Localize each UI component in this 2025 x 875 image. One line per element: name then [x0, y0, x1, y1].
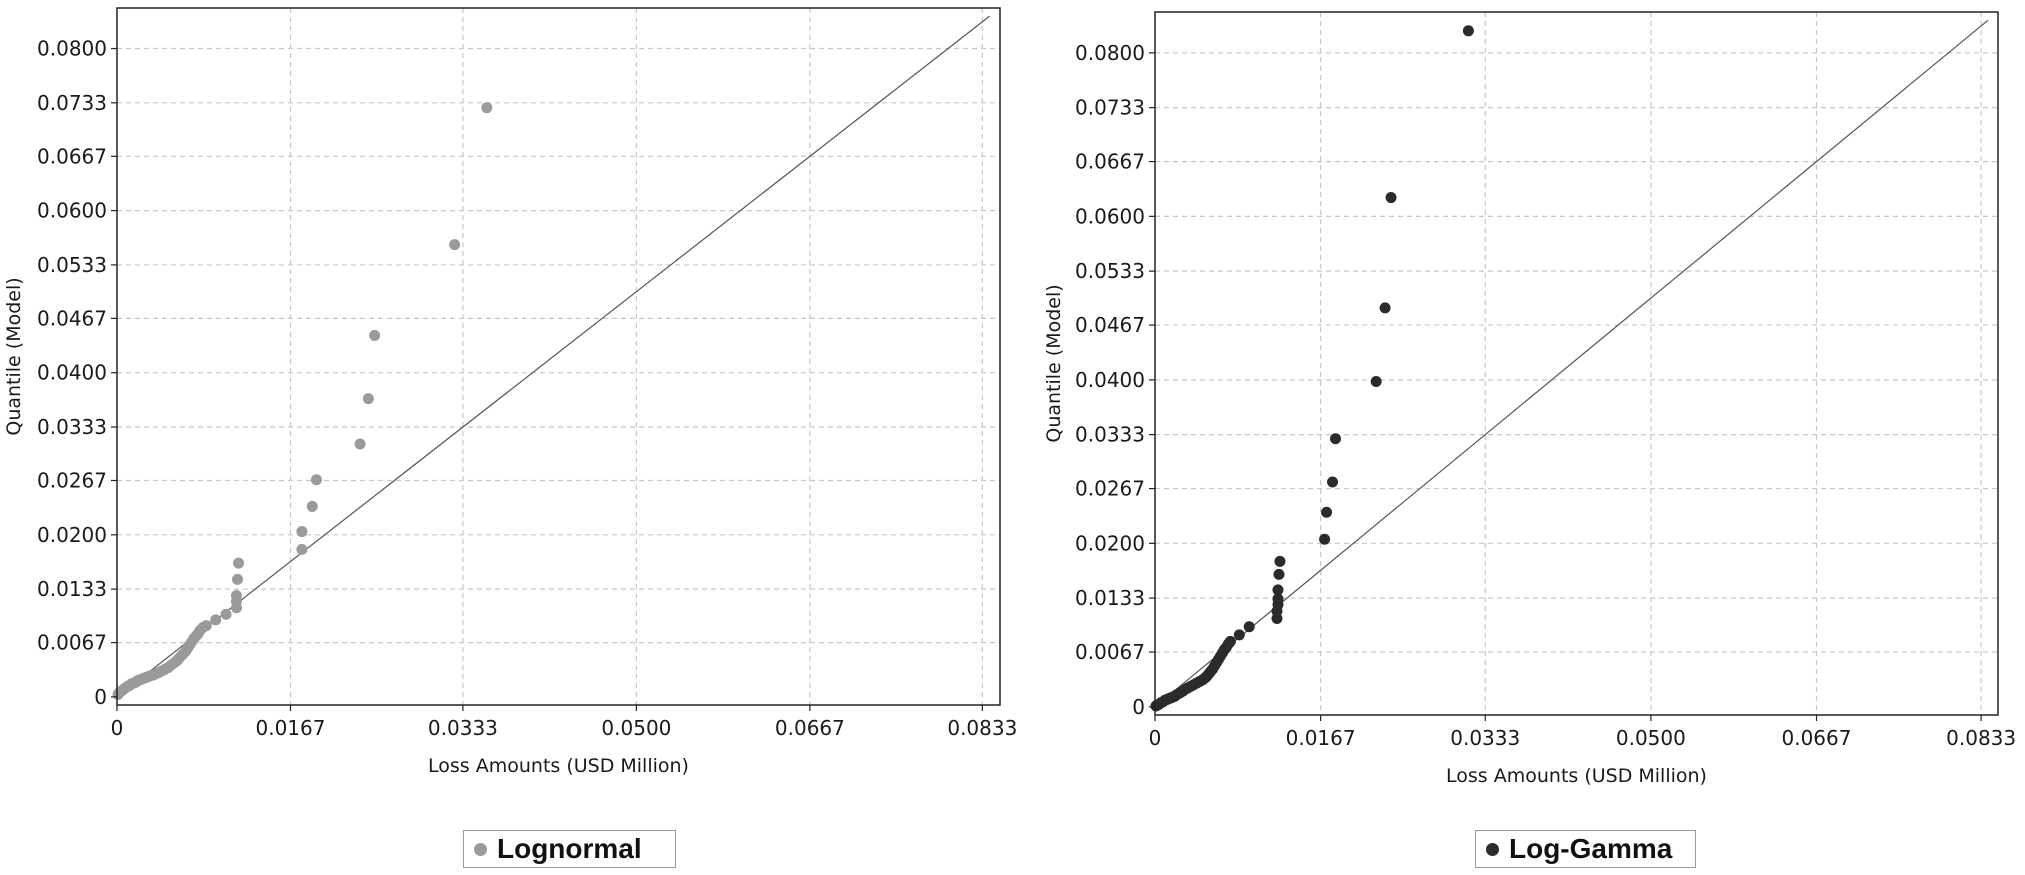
data-point [1379, 302, 1391, 314]
x-tick-label: 0.0500 [1616, 726, 1686, 750]
x-axis-title: Loss Amounts (USD Million) [428, 755, 689, 777]
data-point [310, 474, 322, 486]
data-point [210, 614, 222, 626]
y-tick-label: 0.0800 [37, 37, 107, 61]
plot-frame [116, 7, 1001, 706]
data-point [369, 329, 381, 341]
gridlines [117, 8, 1000, 705]
y-tick-label: 0.0600 [1075, 204, 1145, 228]
data-point [306, 500, 318, 512]
data-point [481, 102, 493, 114]
data-point [230, 590, 242, 602]
y-tick-label: 0.0200 [37, 523, 107, 547]
data-point [1272, 584, 1284, 596]
y-tick-label: 0.0733 [37, 91, 107, 115]
reference-line [116, 15, 990, 698]
log-gamma-qq-chart: 0 0.0167 0.0333 0.0500 0.0667 0.0833 00.00670… [1043, 11, 2016, 787]
data-point [362, 393, 374, 405]
x-tick-label: 0.0833 [1946, 726, 2016, 750]
legend-lognormal: Lognormal [463, 830, 676, 868]
legend-label: Lognormal [497, 833, 642, 864]
y-tick-labels: 0 0.0067 0.0133 0.0200 0.0267 0.0333 0.0400 0.0… [1075, 41, 1155, 719]
data-point [1233, 629, 1245, 641]
gridlines [1155, 12, 1998, 715]
y-axis-title: Quantile (Model) [3, 277, 25, 435]
data-point [233, 557, 245, 569]
y-tick-label: 0.0467 [1075, 313, 1145, 337]
data-point [449, 239, 461, 251]
x-tick-label: 0 [1149, 726, 1162, 750]
data-point [1330, 433, 1342, 445]
legend-log-gamma: Log-Gamma [1475, 830, 1696, 868]
x-tick-label: 0.0333 [1450, 726, 1520, 750]
y-tick-label: 0.0733 [1075, 96, 1145, 120]
y-tick-label: 0.0400 [1075, 368, 1145, 392]
y-tick-label: 0 [1132, 695, 1145, 719]
y-tick-label: 0.0600 [37, 199, 107, 223]
y-tick-label: 0.0667 [37, 144, 107, 168]
y-tick-labels: 0 0.0067 0.0133 0.0200 0.0267 0.0333 0.0400 0.0… [37, 37, 117, 709]
y-tick-label: 0.0200 [1075, 531, 1145, 555]
data-point [1462, 25, 1474, 37]
data-point [1272, 593, 1284, 605]
x-tick-label: 0 [111, 716, 124, 740]
data-point [1370, 375, 1382, 387]
data-point [296, 526, 308, 538]
y-tick-label: 0.0467 [37, 306, 107, 330]
y-tick-label: 0.0800 [1075, 41, 1145, 65]
data-point [354, 438, 366, 450]
plot-frame [1154, 11, 1999, 716]
y-tick-label: 0.0667 [1075, 150, 1145, 174]
y-tick-label: 0.0533 [37, 253, 107, 277]
data-point [1224, 635, 1236, 647]
y-tick-label: 0.0400 [37, 361, 107, 385]
data-point [296, 543, 308, 555]
data-points [112, 102, 493, 700]
y-axis-title: Quantile (Model) [1043, 284, 1065, 442]
data-point [232, 573, 244, 585]
y-tick-label: 0.0267 [1075, 477, 1145, 501]
y-tick-label: 0 [94, 685, 107, 709]
y-tick-label: 0.0133 [1075, 586, 1145, 610]
x-axis-title: Loss Amounts (USD Million) [1446, 765, 1707, 787]
data-point [220, 608, 232, 620]
y-tick-label: 0.0533 [1075, 259, 1145, 283]
lognormal-qq-chart: 0 0.0167 0.0333 0.0500 0.0667 0.0833 00.00670… [3, 7, 1017, 777]
x-tick-label: 0.0667 [775, 716, 845, 740]
data-points [1150, 25, 1474, 712]
data-point [1327, 476, 1339, 488]
y-tick-label: 0.0133 [37, 577, 107, 601]
x-tick-label: 0.0167 [1286, 726, 1356, 750]
y-tick-label: 0.0267 [37, 469, 107, 493]
data-point [1273, 568, 1285, 580]
legend-marker [474, 842, 487, 856]
x-tick-label: 0.0667 [1782, 726, 1852, 750]
legend-marker [1486, 842, 1499, 856]
y-tick-label: 0.0067 [1075, 640, 1145, 664]
reference-line [1154, 19, 1989, 708]
y-tick-label: 0.0333 [1075, 423, 1145, 447]
y-tick-label: 0.0067 [37, 631, 107, 655]
data-point [1274, 555, 1286, 567]
x-tick-labels: 0 0.0167 0.0333 0.0500 0.0667 0.0833 [111, 705, 1017, 740]
x-tick-label: 0.0833 [947, 716, 1017, 740]
data-point [200, 620, 212, 632]
data-point [1243, 621, 1255, 633]
x-tick-labels: 0 0.0167 0.0333 0.0500 0.0667 0.0833 [1149, 715, 2016, 750]
data-point [1321, 506, 1333, 518]
x-tick-label: 0.0167 [255, 716, 325, 740]
y-tick-label: 0.0333 [37, 415, 107, 439]
x-tick-label: 0.0500 [601, 716, 671, 740]
legend-label: Log-Gamma [1509, 833, 1673, 864]
data-point [1385, 192, 1397, 204]
x-tick-label: 0.0333 [428, 716, 498, 740]
data-point [1319, 533, 1331, 545]
